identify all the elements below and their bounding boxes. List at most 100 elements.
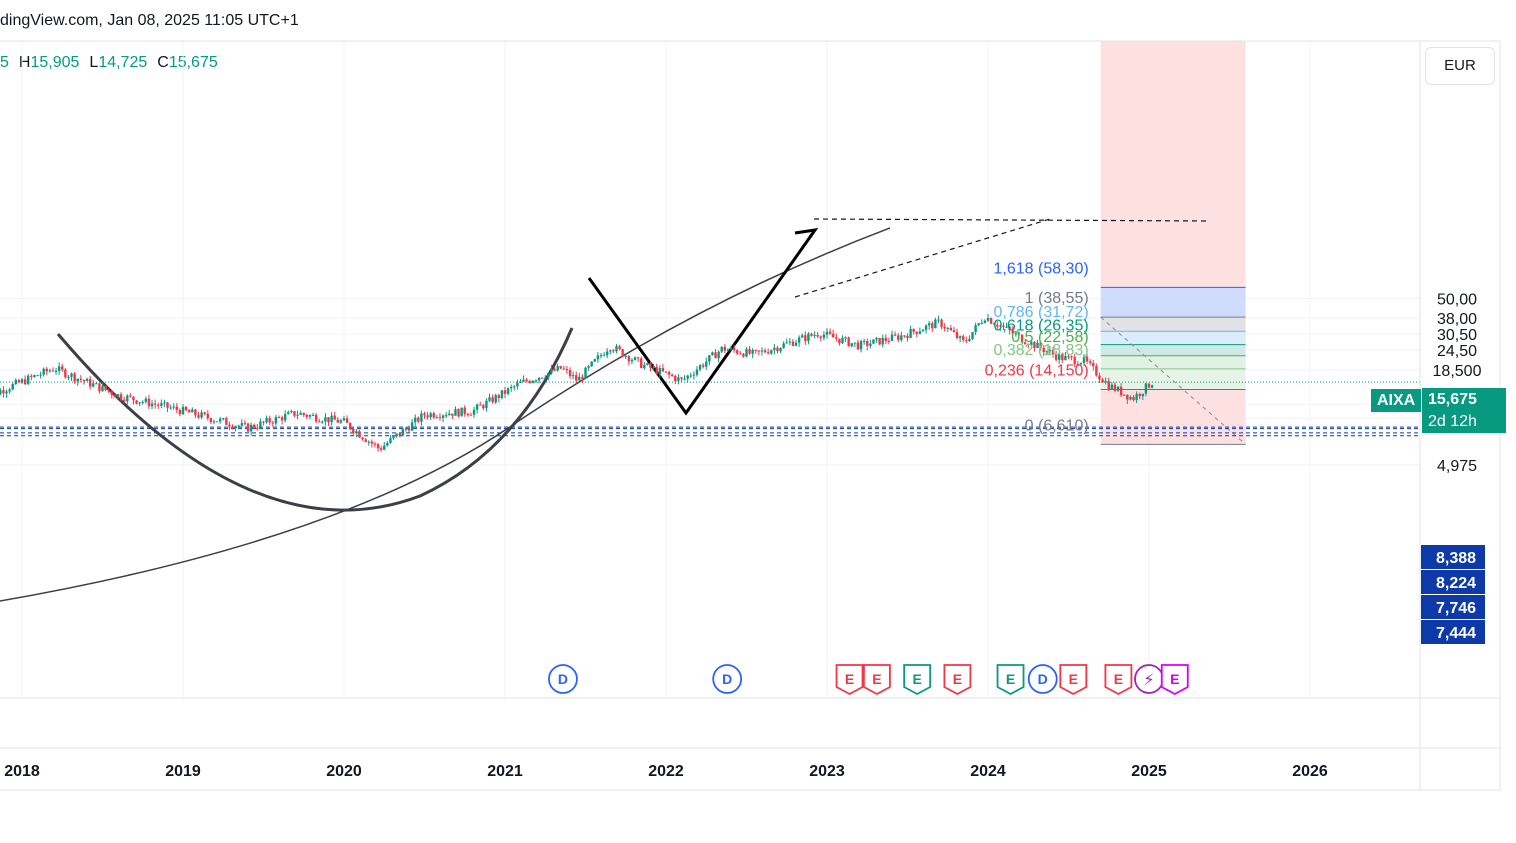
triangle-top-line [813,218,1211,222]
candle-body [692,374,696,376]
candle-body [955,332,959,339]
candle-body [107,390,110,392]
candle-body [386,442,389,446]
candle-body [259,421,262,428]
candle-body [36,375,39,377]
candle-body [429,413,432,418]
candle-body [903,335,906,337]
fib-level-label: 0 (6,610) [1025,417,1089,434]
x-tick-label: 2024 [970,763,1006,780]
candle-body [568,370,572,377]
candle-body [1030,341,1033,346]
candle-body [448,413,451,416]
candle-body [751,349,754,354]
candle-body [274,417,278,424]
candle-body [1036,342,1039,349]
candle-body [1101,379,1104,383]
candle-body [88,378,92,387]
candle-body [1129,396,1132,400]
candle-body [794,342,798,346]
fib-extension-zones[interactable] [1100,41,1246,445]
candle-body [844,337,847,339]
candle-body [1067,355,1070,357]
earnings-marker [1104,664,1133,696]
candle-body [17,380,21,383]
candle-body [370,441,374,444]
candle-body [705,361,708,367]
candle-body [54,371,58,373]
split-marker-label: ⚡ [1143,670,1154,689]
candle-body [454,409,457,416]
x-tick-label: 2022 [648,763,684,780]
candle-body [1147,383,1151,388]
candle-body [157,404,160,406]
event-markers[interactable]: D D E E E E E D E E ⚡ E [548,664,1189,696]
horizontal-levels[interactable] [0,381,1420,437]
candle-body [110,391,113,396]
candle-body [797,337,801,343]
candle-body [884,337,888,341]
currency-button[interactable]: EUR [1425,47,1495,85]
candle-body [1119,386,1123,396]
candle-body [1070,356,1073,358]
candle-body [924,325,928,330]
candle-body [197,415,200,418]
ohlc-low-label: L [89,54,99,71]
candle-body [494,395,497,403]
candle-body [218,418,222,422]
candle-body [513,386,516,388]
candle-body [1042,348,1045,353]
candle-body [664,371,668,373]
candle-body [921,329,925,332]
level-price-text: 8,388 [1436,550,1476,567]
candle-body [977,323,980,326]
candle-body [438,417,442,419]
ohlc-low: 14,725 [98,54,148,71]
candle-body [943,326,946,329]
candle-body [1014,333,1018,335]
candle-body [191,409,194,413]
candle-body [119,394,123,400]
candle-body [819,336,823,338]
candle-body [689,375,692,377]
fib-zone-top [1100,41,1246,288]
candle-body [57,366,61,372]
candle-body [79,378,83,380]
fib-zone [1100,287,1246,318]
candle-body [30,375,33,377]
header-source: dingView.com, Jan 08, 2025 11:05 UTC+1 [0,12,299,29]
candle-body [1123,394,1126,396]
candle-body [358,431,361,438]
fib-level-label: 1,618 (58,30) [994,260,1089,277]
candle-body [339,420,343,423]
candle-body [479,404,482,406]
candle-body [584,367,587,379]
price-tags: 8,388 8,224 7,746 7,444 [1421,545,1485,644]
candle-body [39,374,42,376]
candle-body [667,371,671,375]
candle-body [618,346,621,350]
candle-body [878,337,881,345]
candle-body [556,366,559,371]
pattern-drawings[interactable] [0,218,1211,602]
candle-body [773,347,776,351]
candle-body [918,331,922,334]
candle-body [754,349,757,351]
candle-body [1104,381,1107,383]
candle-body [968,339,971,341]
candle-body [228,424,231,427]
w-pattern-lines [587,227,819,416]
candle-body [760,350,764,352]
candle-body [1141,393,1145,397]
candle-body [243,423,247,425]
candle-body [277,417,281,419]
candle-body [345,418,349,423]
candle-body [305,414,309,417]
candle-body [299,413,302,415]
candle-body [296,414,299,416]
bar-countdown-tag: 2d 12h [1422,410,1506,433]
trend-curve [0,227,891,602]
candle-body [1039,342,1042,349]
candle-body [51,370,55,372]
